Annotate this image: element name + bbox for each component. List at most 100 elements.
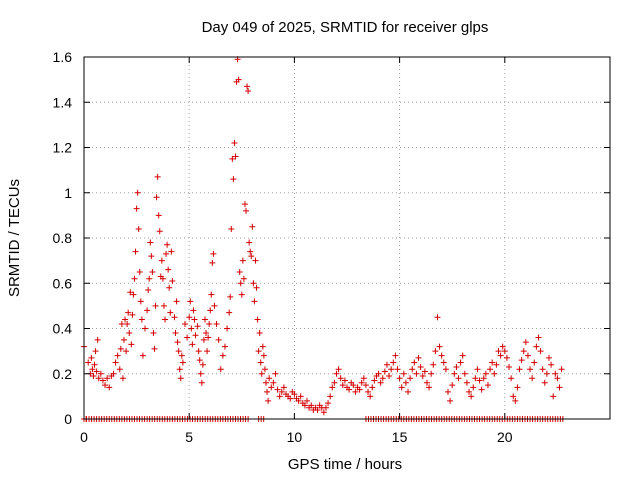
data-point xyxy=(497,352,504,359)
data-point xyxy=(251,298,258,305)
x-tick-label: 10 xyxy=(287,429,303,445)
y-tick-label: 0.6 xyxy=(53,275,73,291)
y-tick-label: 1.2 xyxy=(53,140,73,156)
data-point xyxy=(503,354,510,361)
data-point xyxy=(92,348,99,355)
data-point xyxy=(191,316,198,323)
data-point xyxy=(266,375,273,382)
data-point xyxy=(176,366,183,373)
data-point xyxy=(132,248,139,255)
data-point xyxy=(158,257,165,264)
data-point xyxy=(369,384,376,391)
data-point xyxy=(392,352,399,359)
data-point xyxy=(93,368,100,375)
data-point xyxy=(175,348,182,355)
data-point xyxy=(518,357,525,364)
data-point xyxy=(123,348,130,355)
data-point xyxy=(512,397,519,404)
data-point xyxy=(262,379,269,386)
data-point xyxy=(199,361,206,368)
data-point xyxy=(276,393,283,400)
data-point xyxy=(447,397,454,404)
data-point xyxy=(308,402,315,409)
data-point xyxy=(489,359,496,366)
data-point xyxy=(207,307,214,314)
data-point xyxy=(409,366,416,373)
y-tick-label: 1.6 xyxy=(53,49,73,65)
data-point xyxy=(327,393,334,400)
data-point xyxy=(428,370,435,377)
data-point xyxy=(244,83,251,90)
data-point xyxy=(529,375,536,382)
data-point xyxy=(304,397,311,404)
data-point xyxy=(209,259,216,266)
data-point xyxy=(453,363,460,370)
data-point xyxy=(210,250,217,257)
data-point xyxy=(162,316,169,323)
data-point xyxy=(192,332,199,339)
data-point xyxy=(396,375,403,382)
data-point xyxy=(421,368,428,375)
data-point xyxy=(177,375,184,382)
data-point xyxy=(186,314,193,321)
data-point xyxy=(164,241,171,248)
data-point xyxy=(493,361,500,368)
data-point xyxy=(253,284,260,291)
data-point xyxy=(455,375,462,382)
data-point xyxy=(501,348,508,355)
data-point xyxy=(168,248,175,255)
data-point xyxy=(85,359,92,366)
data-point xyxy=(208,291,215,298)
x-tick-label: 15 xyxy=(392,429,408,445)
data-point xyxy=(231,139,238,146)
data-point xyxy=(426,384,433,391)
data-point xyxy=(117,345,124,352)
data-point xyxy=(257,359,264,366)
data-point xyxy=(252,257,259,264)
data-point xyxy=(245,87,252,94)
data-point xyxy=(442,366,449,373)
data-point xyxy=(179,359,186,366)
data-point xyxy=(89,366,96,373)
data-point xyxy=(527,366,534,373)
data-point xyxy=(375,370,382,377)
data-point xyxy=(407,375,414,382)
data-point xyxy=(120,336,127,343)
data-point xyxy=(430,361,437,368)
data-point xyxy=(145,287,152,294)
data-point xyxy=(213,320,220,327)
data-point xyxy=(236,268,243,275)
data-point xyxy=(478,386,485,393)
data-point xyxy=(142,325,149,332)
data-point xyxy=(295,397,302,404)
data-point xyxy=(248,253,255,260)
data-point xyxy=(150,330,157,337)
data-point xyxy=(280,384,287,391)
data-point xyxy=(341,377,348,384)
data-point xyxy=(301,402,308,409)
data-point xyxy=(320,409,327,416)
data-point xyxy=(173,298,180,305)
data-point xyxy=(346,386,353,393)
data-point xyxy=(151,345,158,352)
data-point xyxy=(514,384,521,391)
data-point xyxy=(243,207,250,214)
y-tick-label: 0.4 xyxy=(53,321,73,337)
data-point xyxy=(102,382,109,389)
data-point xyxy=(187,298,194,305)
data-point xyxy=(533,343,540,350)
data-point xyxy=(545,354,552,361)
data-point xyxy=(535,334,542,341)
data-point xyxy=(470,384,477,391)
grid-layer xyxy=(84,57,610,419)
y-tick-label: 0.8 xyxy=(53,230,73,246)
data-point xyxy=(356,386,363,393)
data-point xyxy=(550,393,557,400)
data-point xyxy=(110,370,117,377)
data-point xyxy=(510,393,517,400)
data-point xyxy=(125,309,132,316)
data-point xyxy=(246,239,253,246)
data-point xyxy=(436,343,443,350)
data-point xyxy=(325,400,332,407)
